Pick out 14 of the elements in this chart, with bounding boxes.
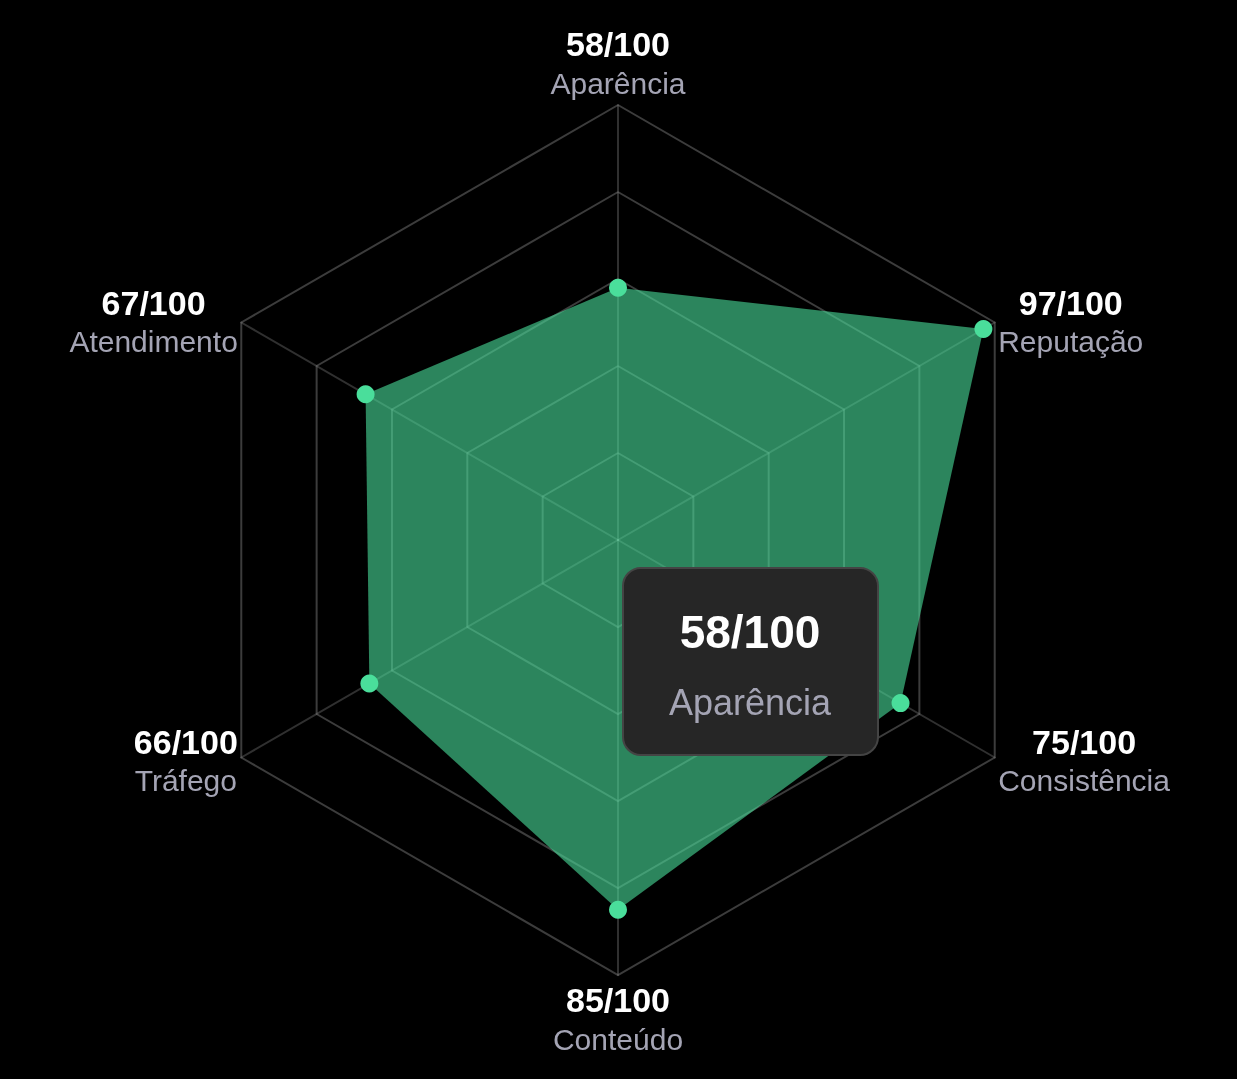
- text: 85/100: [566, 981, 670, 1019]
- spoke-label: Atendimento: [69, 325, 238, 358]
- text: 67/100: [101, 283, 206, 322]
- text: Aparência: [668, 681, 833, 723]
- spoke-label: Conteúdo: [552, 1022, 684, 1056]
- text: 97/100: [1018, 283, 1123, 322]
- text: 66/100: [133, 722, 238, 761]
- spoke-label: Reputação: [998, 325, 1144, 358]
- spoke-label: Aparência: [550, 66, 686, 100]
- text: 58/100: [679, 606, 821, 658]
- text: 58/100: [566, 25, 670, 63]
- text: 75/100: [1032, 722, 1137, 761]
- spoke-label: Tráfego: [134, 764, 237, 797]
- spoke-label: Consistência: [998, 764, 1171, 797]
